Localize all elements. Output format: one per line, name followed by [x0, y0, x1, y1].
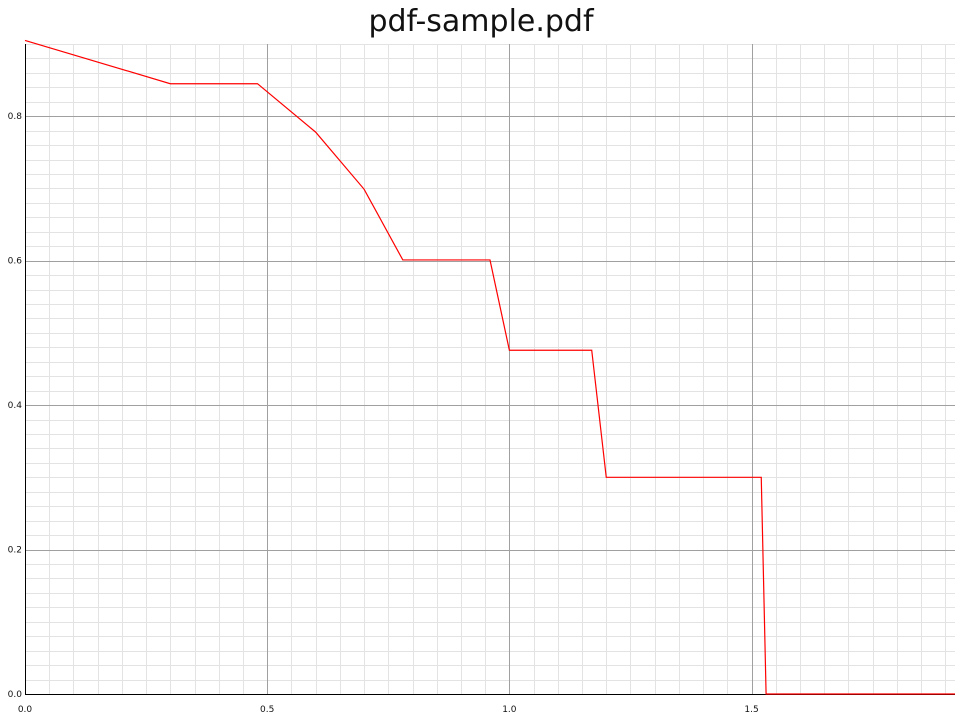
x-tick-label: 1.5 — [744, 705, 758, 715]
y-tick-label: 0.0 — [8, 690, 23, 700]
y-tick-labels: 0.0 0.2 0.4 0.6 0.8 — [8, 112, 23, 700]
y-tick-label: 0.2 — [8, 546, 22, 556]
y-tick-label: 0.4 — [8, 401, 23, 411]
y-tick-label: 0.6 — [8, 257, 23, 267]
y-tick-label: 0.8 — [8, 112, 23, 122]
x-tick-labels: 0.0 0.5 1.0 1.5 — [18, 705, 759, 715]
chart-title: pdf-sample.pdf — [368, 4, 594, 39]
series-layer — [24, 39, 955, 695]
x-tick-label: 0.0 — [18, 705, 33, 715]
axes — [25, 44, 955, 695]
minor-grid — [25, 44, 955, 695]
x-tick-label: 0.5 — [260, 705, 274, 715]
x-tick-label: 1.0 — [502, 705, 517, 715]
series-line — [24, 39, 955, 695]
major-grid — [25, 44, 955, 695]
